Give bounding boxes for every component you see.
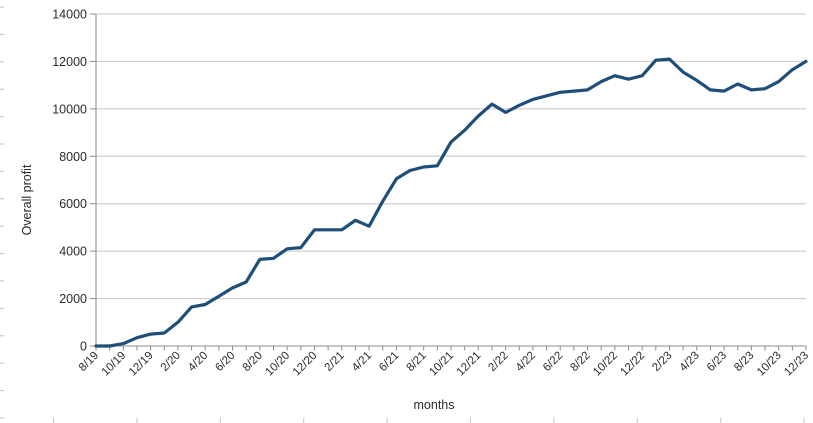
x-tick-label: 8/20 (241, 350, 265, 374)
y-tick-label: 8000 (59, 150, 87, 164)
x-tick-label: 12/21 (455, 350, 484, 379)
y-tick-label: 14000 (52, 8, 87, 22)
y-tick-label: 2000 (59, 292, 87, 306)
x-tick-label: 4/23 (678, 350, 702, 374)
x-tick-label: 2/20 (159, 350, 183, 374)
y-axis-title: Overall profit (20, 164, 34, 236)
x-tick-label: 4/21 (350, 350, 374, 374)
y-tick-label: 0 (80, 340, 87, 354)
x-tick-label: 10/22 (591, 350, 620, 379)
x-tick-label: 4/20 (186, 350, 210, 374)
x-axis-title: months (413, 398, 455, 412)
y-tick-label: 10000 (52, 102, 87, 116)
x-tick-label: 2/21 (323, 350, 347, 374)
y-tick-label: 4000 (59, 245, 87, 259)
x-tick-label: 8/23 (732, 350, 756, 374)
x-tick-label: 8/21 (404, 350, 428, 374)
x-tick-label: 2/23 (650, 350, 674, 374)
x-tick-label: 6/22 (541, 350, 565, 374)
x-tick-label: 6/21 (377, 350, 401, 374)
y-tick-label: 6000 (59, 197, 87, 211)
x-tick-label: 6/23 (705, 350, 729, 374)
x-tick-label: 12/23 (782, 350, 811, 379)
x-tick-label: 8/22 (568, 350, 592, 374)
x-tick-label: 10/23 (755, 350, 784, 379)
x-tick-label: 12/19 (127, 350, 156, 379)
x-tick-label: 12/22 (618, 350, 647, 379)
x-tick-label: 10/19 (100, 350, 129, 379)
x-tick-label: 4/22 (514, 350, 538, 374)
x-tick-label: 10/20 (263, 350, 292, 379)
x-tick-label: 10/21 (427, 350, 456, 379)
profit-line (94, 57, 808, 348)
x-tick-label: 12/20 (291, 350, 320, 379)
y-tick-label: 12000 (52, 55, 87, 69)
x-tick-label: 2/22 (486, 350, 510, 374)
x-tick-label: 6/20 (213, 350, 237, 374)
